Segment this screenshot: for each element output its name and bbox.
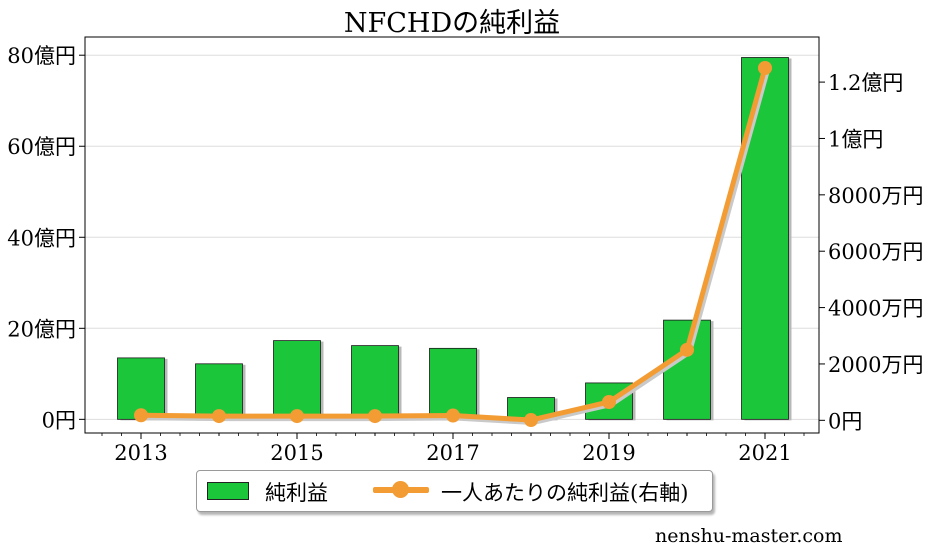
line-point [680,342,694,357]
right-axis-tick-label: 6000万円 [828,240,923,264]
bar-series [117,57,792,421]
legend: 純利益 一人あたりの純利益(右軸) [196,470,713,512]
right-axis-tick-label: 1億円 [828,127,883,151]
bar [663,319,711,420]
line-point [446,408,460,423]
right-axis-tick-label: 8000万円 [828,184,923,208]
legend-line-marker [392,481,409,498]
line-point [290,409,304,424]
line-point [602,394,616,409]
x-axis-tick-label: 2021 [738,441,791,465]
left-axis-tick-label: 0円 [42,408,76,432]
axes: 0円 20億円 40億円 60億円 80億円 0円 2000万円 4000万円 6000万円 80… [7,44,923,465]
right-axis-tick-label: 2000万円 [828,353,923,377]
right-axis-tick-label: 1.2億円 [828,71,903,95]
x-axis-tick-label: 2017 [426,441,479,465]
legend-bar-swatch [207,482,249,500]
left-axis-tick-label: 40億円 [7,226,76,250]
x-axis-tick-label: 2019 [582,441,635,465]
right-axis-tick-label: 4000万円 [828,297,923,321]
bar [351,345,399,420]
legend-line-label: 一人あたりの純利益(右軸) [441,481,689,505]
left-axis-tick-label: 60億円 [7,135,76,159]
line-series [134,61,772,428]
bar [429,347,477,420]
line-point [758,61,772,76]
chart-title: NFCHDの純利益 [344,8,560,39]
left-axis-tick-label: 20億円 [7,317,76,341]
left-axis-tick-label: 80億円 [7,44,76,68]
watermark: nenshu-master.com [655,525,843,547]
bar [741,57,789,420]
line-point [134,408,148,423]
legend-bar-label: 純利益 [265,481,328,505]
right-axis-tick-label: 0円 [828,409,862,433]
line-point [212,409,226,424]
line-point [368,409,382,424]
x-axis-tick-label: 2015 [270,441,323,465]
line-point [524,413,538,428]
plot-frame [84,36,820,434]
bar [273,340,321,420]
x-axis-tick-label: 2013 [114,441,167,465]
